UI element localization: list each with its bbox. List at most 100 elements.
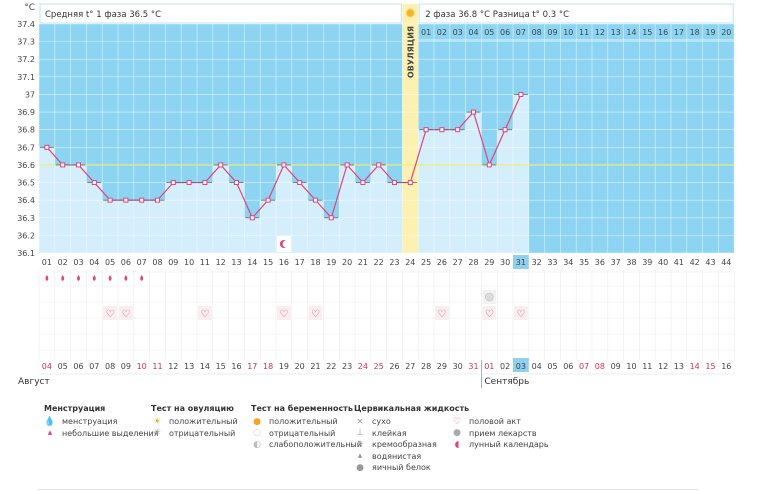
blood-drop-icon (92, 275, 96, 281)
calendar-date: 14 (200, 362, 210, 371)
legend-item: кремообразная (372, 440, 437, 450)
temperature-point (518, 91, 524, 97)
cycle-day-number: 29 (484, 258, 494, 267)
y-tick-label: 36.4 (17, 196, 35, 205)
cycle-day-number: 38 (626, 258, 636, 267)
legend-item: положительный (269, 417, 338, 427)
heart-icon: ♡ (516, 309, 525, 320)
calendar-date: 06 (73, 362, 83, 371)
temperature-point (328, 215, 334, 221)
cycle-day-number: 39 (642, 258, 652, 267)
temperature-point (186, 180, 192, 186)
y-tick-label: 36.8 (17, 126, 35, 135)
cycle-day-number: 23 (389, 258, 399, 267)
legend-title: Менструация (44, 404, 106, 413)
legend-item: клейкая (372, 428, 407, 438)
cycle-day-number: 28 (468, 258, 478, 267)
heart-icon: ♡ (452, 416, 462, 427)
calendar-date: 29 (437, 362, 447, 371)
calendar-date: 04 (42, 362, 52, 371)
bbt-chart: 36.1 36.2 36.3 36.4 36.5 36.6 36.7 36.8 36.9 37 37… (17, 3, 735, 388)
temperature-point (344, 162, 350, 168)
heart-cell (514, 306, 528, 320)
cycle-day-number: 09 (168, 258, 178, 267)
legend-item: отрицательный (269, 428, 336, 438)
temperature-point (170, 180, 176, 186)
calendar-date: 17 (247, 362, 257, 371)
legend-item: сухо (372, 417, 391, 427)
cycle-day-number: 15 (263, 258, 273, 267)
temperature-point (234, 180, 239, 186)
y-tick-label: 36.2 (17, 231, 35, 240)
temperature-point (155, 197, 160, 203)
cycle-day-number: 06 (121, 258, 131, 267)
blood-drop-icon: 💧 (44, 416, 56, 427)
small-drop-icon: ▴ (47, 428, 53, 439)
blood-drop-icon (77, 275, 80, 281)
calendar-date: 19 (279, 362, 289, 371)
top-day-number: 08 (532, 28, 542, 37)
temperature-bar (418, 129, 434, 253)
calendar-date: 02 (500, 362, 510, 371)
calendar-date: 09 (611, 362, 621, 371)
temperature-bar (449, 129, 466, 253)
heart-icon: ♡ (106, 309, 115, 320)
temperature-bar (434, 129, 450, 253)
temperature-point (44, 144, 50, 150)
cycle-day-number: 13 (231, 258, 241, 267)
temperature-bar (70, 164, 87, 253)
cycle-day-number: 22 (374, 258, 384, 267)
blood-drop-icon (61, 275, 65, 281)
heart-cell (277, 306, 291, 320)
test-positive-icon: ● (253, 416, 261, 427)
calendar-date: 16 (231, 362, 241, 371)
temperature-bar (370, 164, 387, 253)
calendar-date: 05 (547, 362, 557, 371)
legend-item: водянистая (372, 451, 422, 461)
calendar-date: 15 (705, 362, 715, 371)
calendar-date: 22 (326, 362, 336, 371)
legend-item: лунный календарь (469, 440, 549, 450)
calendar-date: 27 (405, 362, 415, 371)
calendar-date: 16 (721, 362, 731, 371)
cycle-day-number: 41 (674, 258, 684, 267)
legend-item: слабоположительный (269, 440, 362, 450)
temperature-bar (212, 164, 229, 253)
cycle-day-number: 33 (547, 258, 557, 267)
calendar-date: 18 (263, 362, 273, 371)
calendar-date: 06 (563, 362, 573, 371)
temperature-point (265, 197, 271, 203)
cycle-day-number: 12 (216, 258, 226, 267)
top-day-number: 11 (579, 28, 589, 37)
temperature-point (407, 180, 413, 186)
calendar-date: 30 (453, 362, 463, 371)
calendar-date: 04 (532, 362, 542, 371)
cycle-day-number: 35 (579, 258, 589, 267)
moon-icon-cut (282, 240, 290, 248)
cycle-day-number: 30 (500, 258, 510, 267)
cycle-day-number: 40 (658, 258, 668, 267)
legend-item: прием лекарств (469, 428, 537, 438)
cycle-day-number: 43 (705, 258, 715, 267)
y-tick-label: 37.4 (17, 20, 35, 29)
current-date-highlight (513, 358, 529, 372)
temperature-point (502, 127, 508, 133)
calendar-date: 05 (58, 362, 68, 371)
legend-title: Тест на беременность (251, 404, 353, 413)
cycle-day-number: 14 (247, 258, 257, 267)
heart-icon: ♡ (200, 309, 209, 320)
temperature-point (313, 197, 318, 203)
temperature-point (471, 109, 476, 115)
calendar-date: 07 (579, 362, 589, 371)
heart-cell (482, 306, 497, 320)
current-day-highlight (513, 255, 529, 269)
top-day-number: 09 (547, 28, 557, 37)
ovulation-band (402, 4, 419, 253)
cycle-day-number: 42 (690, 258, 700, 267)
cycle-day-number: 24 (405, 258, 415, 267)
heart-cell (435, 306, 449, 320)
top-day-number: 12 (595, 28, 605, 37)
calendar-date: 08 (595, 362, 605, 371)
cycle-day-number: 44 (721, 258, 731, 267)
temperature-point (360, 180, 366, 186)
